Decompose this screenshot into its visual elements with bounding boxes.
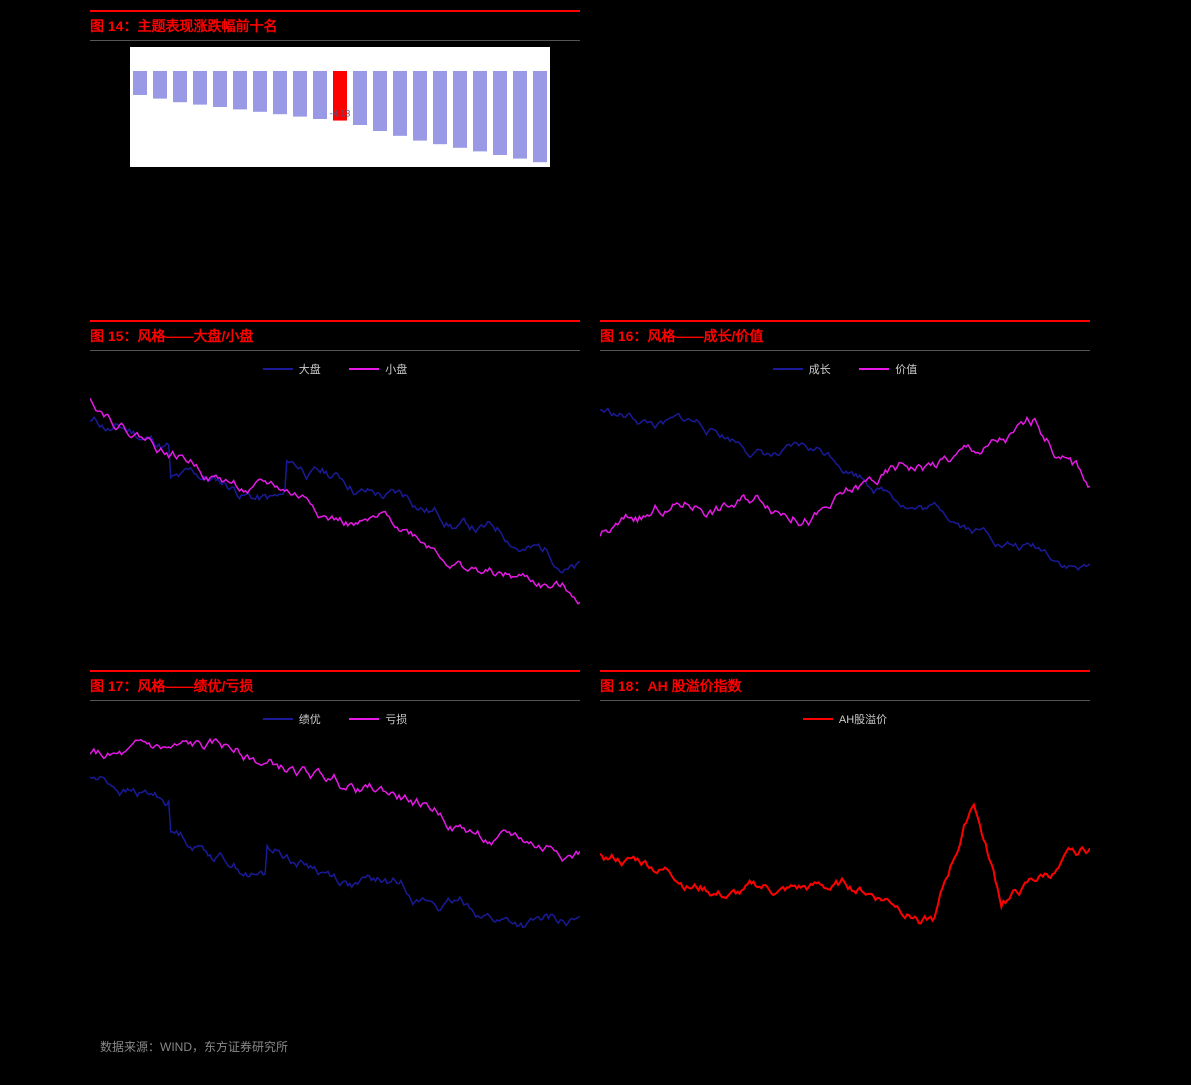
legend-label: 绩优 <box>299 711 321 727</box>
chart-18-panel: 图 18：AH 股溢价指数 AH股溢价 <box>600 670 1090 961</box>
chart-15-title: 图 15：风格——大盘/小盘 <box>90 320 580 351</box>
legend-label: 大盘 <box>299 361 321 377</box>
svg-text:-4.13: -4.13 <box>330 109 351 119</box>
legend-swatch <box>859 368 889 370</box>
legend-swatch <box>803 718 833 720</box>
legend-swatch <box>263 718 293 720</box>
chart-17-legend: 绩优 亏损 <box>90 707 580 727</box>
legend-swatch <box>263 368 293 370</box>
chart-18-title: 图 18：AH 股溢价指数 <box>600 670 1090 701</box>
chart-18-legend: AH股溢价 <box>600 707 1090 727</box>
legend-item: 亏损 <box>349 711 407 727</box>
chart-14-body: -4.13 <box>90 47 580 207</box>
legend-item: 大盘 <box>263 361 321 377</box>
legend-item: AH股溢价 <box>803 711 887 727</box>
chart-14-title: 图 14：主题表现涨跌幅前十名 <box>90 10 580 41</box>
chart-14-panel: 图 14：主题表现涨跌幅前十名 -4.13 <box>90 10 580 207</box>
chart-15-legend: 大盘 小盘 <box>90 357 580 377</box>
legend-swatch <box>773 368 803 370</box>
legend-label: 小盘 <box>385 361 407 377</box>
chart-16-panel: 图 16：风格——成长/价值 成长 价值 <box>600 320 1090 611</box>
legend-label: 亏损 <box>385 711 407 727</box>
legend-item: 价值 <box>859 361 917 377</box>
legend-item: 绩优 <box>263 711 321 727</box>
chart-16-legend: 成长 价值 <box>600 357 1090 377</box>
legend-swatch <box>349 368 379 370</box>
legend-item: 成长 <box>773 361 831 377</box>
chart-16-title: 图 16：风格——成长/价值 <box>600 320 1090 351</box>
chart-15-panel: 图 15：风格——大盘/小盘 大盘 小盘 <box>90 320 580 611</box>
legend-item: 小盘 <box>349 361 407 377</box>
legend-label: 价值 <box>895 361 917 377</box>
data-source: 数据来源：WIND，东方证券研究所 <box>100 1038 288 1055</box>
legend-label: 成长 <box>809 361 831 377</box>
chart-17-panel: 图 17：风格——绩优/亏损 绩优 亏损 <box>90 670 580 961</box>
legend-label: AH股溢价 <box>839 711 887 727</box>
chart-17-title: 图 17：风格——绩优/亏损 <box>90 670 580 701</box>
legend-swatch <box>349 718 379 720</box>
